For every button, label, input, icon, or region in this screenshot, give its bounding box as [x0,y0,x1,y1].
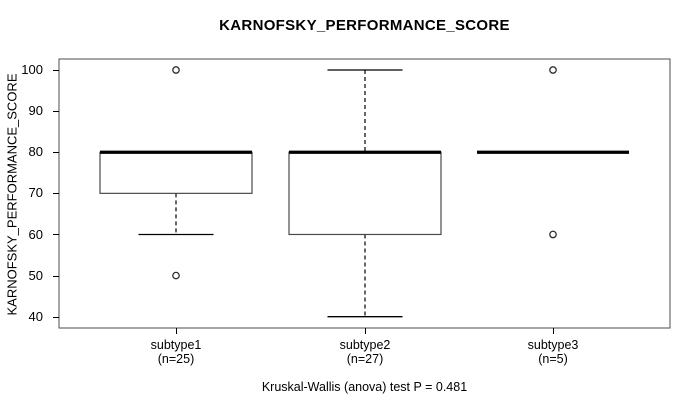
x-group-label-subtype1: subtype1 (n=25) [101,338,251,366]
group-n: (n=25) [157,352,195,366]
iqr-box [288,151,442,236]
group-n: (n=5) [538,352,568,366]
chart-title: KARNOFSKY_PERFORMANCE_SCORE [219,17,510,34]
group-name: subtype1 [150,338,202,352]
iqr-box [99,151,253,194]
outlier-point [549,66,557,74]
y-tick-label-80: 80 [28,144,43,159]
group-name: subtype3 [527,338,579,352]
outlier-point [172,271,180,280]
group-n: (n=27) [346,352,384,366]
outlier-point [549,230,557,239]
y-tick-label-60: 60 [28,227,43,242]
outlier-point [172,66,180,74]
stat-test-footnote: Kruskal-Wallis (anova) test P = 0.481 [261,380,468,394]
group-name: subtype2 [339,338,391,352]
y-tick-label-50: 50 [28,268,43,283]
y-tick-label-100: 100 [21,62,43,77]
y-tick-label-70: 70 [28,185,43,200]
x-group-label-subtype2: subtype2 (n=27) [290,338,440,366]
y-tick-label-90: 90 [28,103,43,118]
x-group-label-subtype3: subtype3 (n=5) [478,338,628,366]
y-tick-label-40: 40 [28,309,43,324]
